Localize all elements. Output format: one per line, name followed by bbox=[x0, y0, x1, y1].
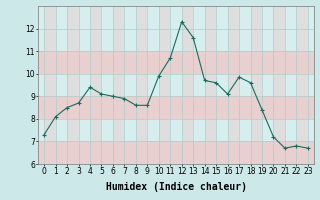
X-axis label: Humidex (Indice chaleur): Humidex (Indice chaleur) bbox=[106, 182, 246, 192]
Bar bbox=[44, 6, 56, 164]
Bar bbox=[274, 6, 285, 164]
Bar bbox=[38, 51, 314, 74]
Bar bbox=[38, 96, 314, 119]
Bar bbox=[90, 6, 101, 164]
Bar bbox=[136, 6, 147, 164]
Bar bbox=[205, 6, 216, 164]
Bar bbox=[38, 141, 314, 164]
Bar bbox=[296, 6, 308, 164]
Bar bbox=[182, 6, 193, 164]
Bar bbox=[159, 6, 170, 164]
Bar bbox=[67, 6, 78, 164]
Bar bbox=[113, 6, 124, 164]
Bar bbox=[228, 6, 239, 164]
Bar bbox=[251, 6, 262, 164]
